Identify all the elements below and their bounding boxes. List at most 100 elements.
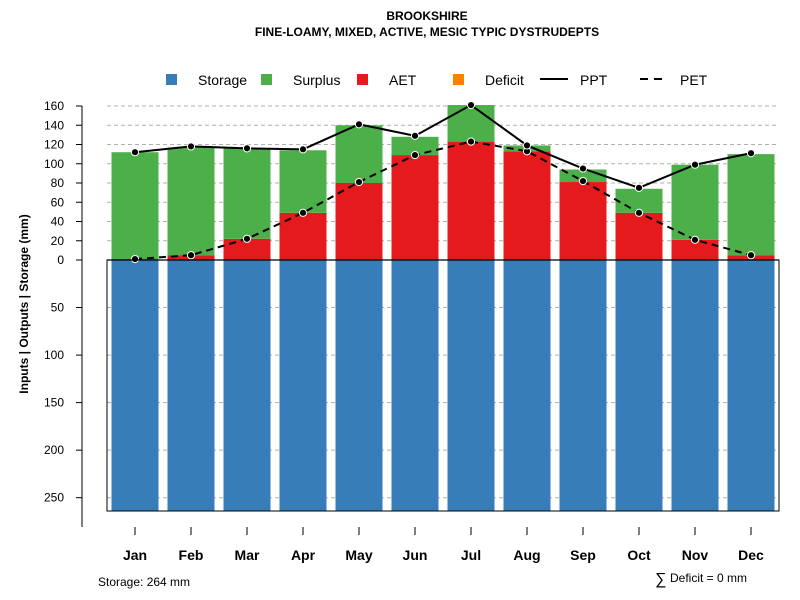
pet-point [466, 137, 476, 146]
surplus-bar [447, 105, 495, 142]
legend-label: Storage [198, 72, 247, 88]
chart-title: BROOKSHIRE [386, 9, 467, 23]
y-tick-label: 50 [51, 301, 65, 315]
grid-lines [107, 105, 779, 499]
legend-swatch [357, 74, 368, 85]
ppt-point [746, 149, 756, 158]
legend-label: PET [680, 72, 708, 88]
ppt-point [466, 100, 476, 110]
y-tick-label: 150 [44, 396, 64, 410]
y-tick-label: 250 [44, 491, 64, 505]
storage-bar [671, 260, 719, 511]
legend-label: Surplus [293, 72, 340, 88]
x-tick-label: Jun [403, 547, 428, 563]
x-tick-label: Nov [682, 547, 709, 563]
aet-bar [447, 141, 495, 260]
pet-point [578, 176, 588, 186]
aet-bar [335, 183, 383, 260]
y-tick-label: 0 [57, 253, 64, 267]
surplus-bar [335, 125, 383, 183]
y-tick-label: 200 [44, 443, 64, 457]
legend-item-surplus: Surplus [261, 72, 340, 88]
legend-item-pet: PET [640, 72, 708, 88]
pet-point [634, 208, 644, 217]
ppt-point [298, 145, 308, 154]
y-tick-label: 40 [51, 215, 65, 229]
storage-bar [223, 260, 271, 511]
legend-swatch [261, 74, 272, 85]
legend-label: Deficit [485, 72, 524, 88]
aet-bar [559, 182, 607, 260]
storage-bar [391, 260, 439, 511]
legend-label: AET [389, 72, 417, 88]
x-tick-label: Dec [738, 547, 764, 563]
ppt-point [690, 160, 700, 169]
y-tick-label: 140 [44, 118, 64, 132]
legend-swatch [166, 74, 177, 85]
storage-bar [447, 260, 495, 511]
ppt-point [578, 164, 588, 173]
storage-bar [559, 260, 607, 511]
aet-bar [391, 155, 439, 260]
pet-point [242, 234, 252, 243]
deficit-sum-symbol: ∑ [655, 571, 666, 588]
legend-item-aet: AET [357, 72, 417, 88]
surplus-bar [167, 147, 215, 256]
y-tick-label: 80 [51, 176, 65, 190]
storage-bar [503, 260, 551, 511]
ppt-point [186, 142, 196, 151]
aet-bar [671, 239, 719, 260]
ppt-point [130, 148, 140, 157]
surplus-bar [671, 164, 719, 240]
y-tick-label: 160 [44, 99, 64, 113]
legend-label: PPT [580, 72, 608, 88]
ppt-line [134, 103, 752, 189]
pet-point [354, 177, 364, 187]
pet-point [690, 235, 700, 244]
aet-bar [223, 238, 271, 260]
ppt-point [410, 131, 420, 140]
ppt-point [634, 183, 644, 192]
legend-item-deficit: Deficit [453, 72, 524, 88]
surplus-bar [279, 150, 327, 213]
x-tick-label: Apr [291, 547, 316, 563]
pet-point [186, 251, 196, 260]
surplus-bar [223, 148, 271, 239]
x-tick-label: Aug [513, 547, 540, 563]
x-tick-label: Mar [235, 547, 260, 563]
pet-line [134, 140, 752, 261]
aet-bar [503, 151, 551, 260]
y-axis-label: Inputs | Outputs | Storage (mm) [17, 214, 31, 393]
y-tick-label: 60 [51, 195, 65, 209]
x-tick-label: Oct [627, 547, 651, 563]
legend-swatch [453, 74, 464, 85]
axes-layer: 0 20 40 60 80 100 120 140 160 50 100 150 200 250 Jan Fe… [44, 99, 780, 563]
storage-bar [727, 260, 775, 511]
storage-note: Storage: 264 mm [98, 575, 190, 589]
storage-bar [615, 260, 663, 511]
ppt-point [522, 141, 532, 150]
pet-point [746, 251, 756, 260]
surplus-bar [111, 152, 159, 260]
storage-bar [279, 260, 327, 511]
surplus-bar [727, 154, 775, 256]
deficit-note: Deficit = 0 mm [670, 571, 747, 585]
legend-item-storage: Storage [166, 72, 247, 88]
storage-bar [335, 260, 383, 511]
x-tick-label: Sep [570, 547, 596, 563]
bars-layer [111, 105, 775, 511]
pet-point [130, 254, 140, 264]
chart-subtitle: FINE-LOAMY, MIXED, ACTIVE, MESIC TYPIC D… [255, 25, 599, 39]
y-tick-label: 120 [44, 138, 64, 152]
pet-point [410, 150, 420, 160]
x-tick-label: Jan [123, 547, 147, 563]
y-tick-label: 20 [51, 234, 65, 248]
x-tick-label: May [345, 547, 372, 563]
legend-item-ppt: PPT [540, 72, 608, 88]
pet-point [298, 208, 308, 217]
storage-bar [111, 260, 159, 511]
chart-legend: Storage Surplus AET Deficit PPT PET [166, 72, 708, 88]
ppt-point [242, 144, 252, 153]
aet-bar [615, 212, 663, 260]
